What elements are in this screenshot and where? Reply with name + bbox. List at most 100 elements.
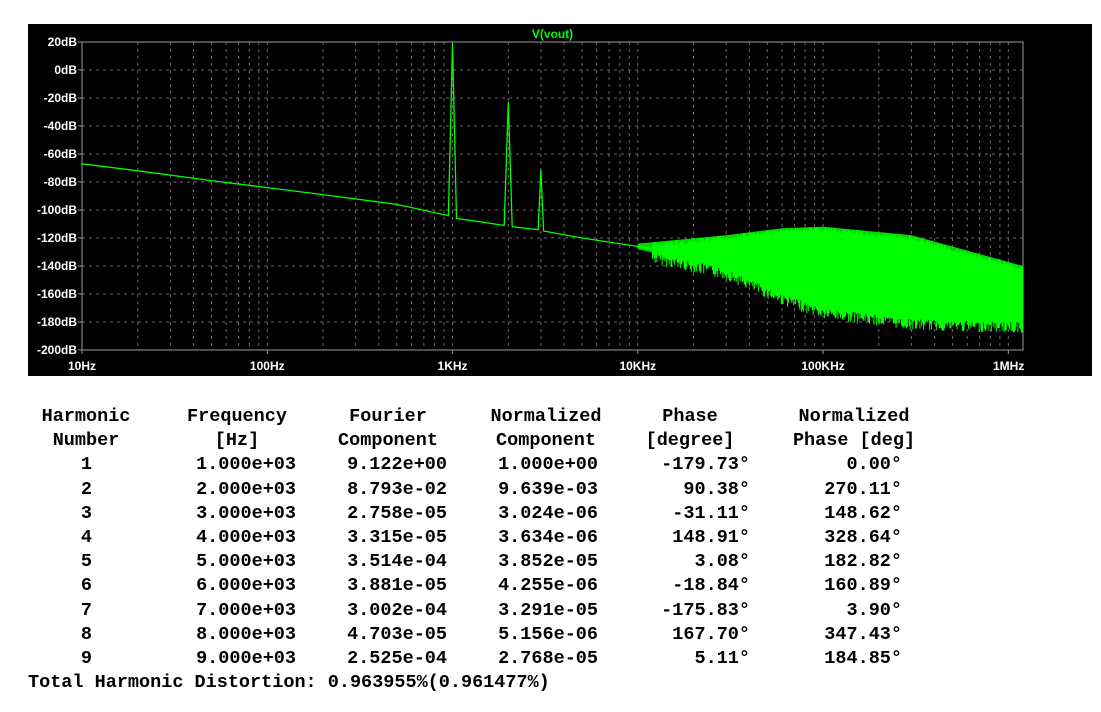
table-cell: 4.000e+03 <box>196 526 296 548</box>
table-header-cell: [degree] <box>645 430 735 452</box>
y-tick-label: -140dB <box>37 259 77 273</box>
thd-summary: Total Harmonic Distortion: 0.963955%(0.9… <box>28 672 550 694</box>
table-cell: 5.156e-06 <box>498 623 598 645</box>
table-cell: 8 <box>80 623 92 645</box>
y-tick-label: -40dB <box>44 119 78 133</box>
table-cell: 148.91° <box>672 526 750 548</box>
table-row: 5 5.000e+03 3.514e-04 3.852e-05 3.08° 182.82° <box>28 550 1068 574</box>
table-cell: 2.000e+03 <box>196 478 296 500</box>
table-header-cell: Normalized <box>490 406 602 427</box>
table-cell: 182.82° <box>824 551 902 573</box>
table-header-cell: Component <box>496 430 596 452</box>
table-cell: 6 <box>80 575 92 597</box>
table-header-cell: Phase <box>662 406 718 427</box>
x-tick-label: 100Hz <box>250 359 285 373</box>
table-cell: 9 <box>80 647 92 669</box>
table-row: 8 8.000e+03 4.703e-05 5.156e-06 167.70° 347.4… <box>28 623 1068 647</box>
table-header-cell: Harmonic <box>41 406 131 427</box>
table-cell: 1.000e+03 <box>196 454 296 476</box>
table-cell: 3 <box>80 502 92 524</box>
table-cell: 328.64° <box>824 526 902 548</box>
table-cell: 2.768e-05 <box>498 647 598 669</box>
table-cell: -179.73° <box>661 454 750 476</box>
table-row: 7 7.000e+03 3.002e-04 3.291e-05 -175.83° 3.90… <box>28 599 1068 623</box>
table-cell: 2.525e-04 <box>347 647 447 669</box>
table-cell: 7 <box>80 599 92 621</box>
chart-title: V(vout) <box>532 27 573 41</box>
table-row: 3 3.000e+03 2.758e-05 3.024e-06 -31.11° 148.6… <box>28 502 1068 526</box>
y-tick-label: -100dB <box>37 203 77 217</box>
table-cell: 3.90° <box>846 599 902 621</box>
table-header-row: Harmonic Frequency Fourier Normalized Phase N… <box>28 405 1068 429</box>
y-tick-label: -160dB <box>37 287 77 301</box>
series-line-vout <box>81 43 1024 295</box>
table-cell: 3.002e-04 <box>347 599 447 621</box>
harmonic-table: Harmonic Frequency Fourier Normalized Phase N… <box>28 405 1068 695</box>
table-cell: 3.881e-05 <box>347 575 447 597</box>
x-tick-label: 100KHz <box>801 359 844 373</box>
y-tick-label: -200dB <box>37 343 77 357</box>
table-header-cell: Normalized <box>798 406 910 427</box>
plot-frame <box>81 41 1024 351</box>
table-header-cell: Component <box>338 430 438 452</box>
table-row: 1 1.000e+03 9.122e+00 1.000e+00 -179.73° 0.00… <box>28 453 1068 477</box>
fft-plot-panel: 20dB 0dB -20dB -40dB -60dB -80dB -100dB -120dB -… <box>28 24 1092 376</box>
table-cell: 90.38° <box>683 478 750 500</box>
table-cell: 4.255e-06 <box>498 575 598 597</box>
table-cell: -31.11° <box>672 502 750 524</box>
table-cell: 270.11° <box>824 478 902 500</box>
table-header-cell: [Hz] <box>214 430 260 452</box>
fft-chart: 20dB 0dB -20dB -40dB -60dB -80dB -100dB -120dB -… <box>37 27 1024 373</box>
y-tick-label: -20dB <box>44 91 78 105</box>
table-cell: 160.89° <box>824 575 902 597</box>
table-cell: 1 <box>80 454 92 476</box>
table-header-row: Number [Hz] Component Component [degree] Phas… <box>28 429 1068 453</box>
x-tick-label: 1KHz <box>438 359 468 373</box>
table-cell: 0.00° <box>846 454 902 476</box>
table-row: 9 9.000e+03 2.525e-04 2.768e-05 5.11° 184.85° <box>28 647 1068 671</box>
y-tick-label: -120dB <box>37 231 77 245</box>
table-cell: 3.634e-06 <box>498 526 598 548</box>
table-cell: 4.703e-05 <box>347 623 447 645</box>
table-cell: 3.024e-06 <box>498 502 598 524</box>
table-cell: 3.852e-05 <box>498 551 598 573</box>
table-cell: 8.000e+03 <box>196 623 296 645</box>
y-tick-label: -60dB <box>44 147 78 161</box>
table-cell: 9.000e+03 <box>196 647 296 669</box>
table-cell: 3.291e-05 <box>498 599 598 621</box>
table-cell: 347.43° <box>824 623 902 645</box>
table-header-cell: Phase [deg] <box>792 430 916 452</box>
table-cell: 148.62° <box>824 502 902 524</box>
table-row: 4 4.000e+03 3.315e-05 3.634e-06 148.91° 328.6… <box>28 526 1068 550</box>
table-cell: 2.758e-05 <box>347 502 447 524</box>
table-cell: 5.000e+03 <box>196 551 296 573</box>
table-cell: 1.000e+00 <box>498 454 598 476</box>
table-cell: 3.08° <box>694 551 750 573</box>
table-cell: 5 <box>80 551 92 573</box>
table-header-cell: Fourier <box>349 406 427 427</box>
table-cell: 2 <box>80 478 92 500</box>
y-tick-label: -180dB <box>37 315 77 329</box>
table-cell: 5.11° <box>694 647 750 669</box>
y-tick-label: 20dB <box>48 35 78 49</box>
table-cell: 6.000e+03 <box>196 575 296 597</box>
table-cell: 8.793e-02 <box>347 478 447 500</box>
y-tick-label: 0dB <box>54 63 77 77</box>
table-cell: 167.70° <box>672 623 750 645</box>
table-cell: 9.122e+00 <box>347 454 447 476</box>
table-cell: 3.315e-05 <box>347 526 447 548</box>
table-header-cell: Number <box>52 430 120 452</box>
table-cell: 4 <box>80 526 92 548</box>
noise-spikes <box>652 227 1023 333</box>
table-row: 2 2.000e+03 8.793e-02 9.639e-03 90.38° 270.11… <box>28 478 1068 502</box>
x-tick-label: 10Hz <box>68 359 96 373</box>
x-tick-label: 1MHz <box>993 359 1024 373</box>
table-cell: -18.84° <box>672 575 750 597</box>
table-cell: 3.514e-04 <box>347 551 447 573</box>
table-cell: -175.83° <box>661 599 750 621</box>
table-row: 6 6.000e+03 3.881e-05 4.255e-06 -18.84° 160.8… <box>28 574 1068 598</box>
table-cell: 3.000e+03 <box>196 502 296 524</box>
table-cell: 184.85° <box>824 647 902 669</box>
table-header-cell: Frequency <box>187 406 287 427</box>
table-cell: 7.000e+03 <box>196 599 296 621</box>
